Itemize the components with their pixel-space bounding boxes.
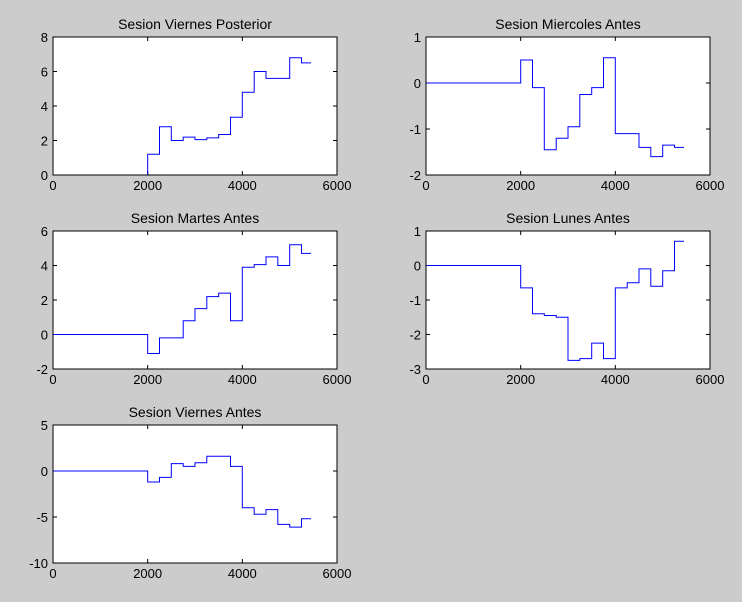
y-tick-label: 6 — [41, 65, 48, 80]
y-tick-label: 4 — [41, 99, 48, 114]
x-tick-label: 4000 — [228, 372, 257, 387]
y-tick-label: -5 — [36, 510, 48, 525]
y-tick-label: 2 — [41, 293, 48, 308]
y-tick-label: -1 — [409, 293, 421, 308]
axes-frame — [425, 230, 711, 370]
subplot-1: Sesion Viernes Posterior 0 2000 4000 6000 0 2 4… — [41, 16, 352, 193]
x-tick-label: 0 — [49, 178, 56, 193]
y-tick-label: 5 — [41, 418, 48, 433]
subplot-title: Sesion Lunes Antes — [506, 210, 630, 226]
series-line-1 — [53, 244, 311, 354]
subplot-5: Sesion Viernes Antes 0 2000 4000 6000 -10 -5 0 5 — [29, 404, 351, 581]
subplot-title: Sesion Viernes Posterior — [118, 16, 272, 32]
x-tick-label: 4000 — [228, 566, 257, 581]
y-tick-label: 1 — [414, 224, 421, 239]
series-line-1 — [426, 57, 684, 158]
series-line-1 — [53, 57, 311, 176]
x-tick-label: 6000 — [696, 178, 725, 193]
x-tick-label: 4000 — [601, 372, 630, 387]
y-tick-label: 4 — [41, 259, 48, 274]
y-tick-label: -10 — [29, 556, 48, 571]
y-tick-label: 0 — [41, 328, 48, 343]
x-tick-label: 0 — [49, 372, 56, 387]
x-tick-label: 6000 — [323, 372, 352, 387]
axes-frame — [52, 424, 338, 564]
y-tick-label: 8 — [41, 30, 48, 45]
x-tick-label: 0 — [422, 178, 429, 193]
subplot-2: Sesion Miercoles Antes 0 2000 4000 6000 -2 -1 0… — [409, 16, 724, 193]
axes-frame — [425, 36, 711, 176]
y-tick-label: -1 — [409, 122, 421, 137]
x-tick-label: 2000 — [506, 372, 535, 387]
subplot-title: Sesion Miercoles Antes — [495, 16, 641, 32]
series-line-1 — [426, 240, 684, 361]
x-tick-label: 2000 — [133, 566, 162, 581]
axes-frame — [52, 230, 338, 370]
y-tick-label: 6 — [41, 224, 48, 239]
y-tick-label: 0 — [41, 168, 48, 183]
axes-background — [53, 231, 337, 369]
x-tick-label: 4000 — [601, 178, 630, 193]
axes-background — [426, 37, 710, 175]
y-tick-label: 0 — [414, 259, 421, 274]
y-tick-label: 0 — [414, 76, 421, 91]
y-tick-label: -2 — [409, 328, 421, 343]
y-tick-label: 0 — [41, 464, 48, 479]
x-tick-label: 2000 — [133, 178, 162, 193]
subplot-title: Sesion Martes Antes — [131, 210, 259, 226]
y-tick-label: 2 — [41, 134, 48, 149]
y-tick-label: -2 — [409, 168, 421, 183]
axes-frame — [52, 36, 338, 176]
x-tick-label: 2000 — [506, 178, 535, 193]
y-tick-label: 1 — [414, 30, 421, 45]
y-tick-label: -3 — [409, 362, 421, 377]
x-tick-label: 2000 — [133, 372, 162, 387]
x-tick-label: 6000 — [696, 372, 725, 387]
x-tick-label: 0 — [49, 566, 56, 581]
x-tick-label: 4000 — [228, 178, 257, 193]
axes-background — [53, 425, 337, 563]
subplot-title: Sesion Viernes Antes — [129, 404, 262, 420]
x-tick-label: 6000 — [323, 566, 352, 581]
series-line-1 — [53, 455, 311, 528]
x-tick-label: 0 — [422, 372, 429, 387]
y-tick-label: -2 — [36, 362, 48, 377]
x-tick-label: 6000 — [323, 178, 352, 193]
subplot-4: Sesion Lunes Antes 0 2000 4000 6000 -3 -2 -1 0 1 — [409, 210, 724, 387]
